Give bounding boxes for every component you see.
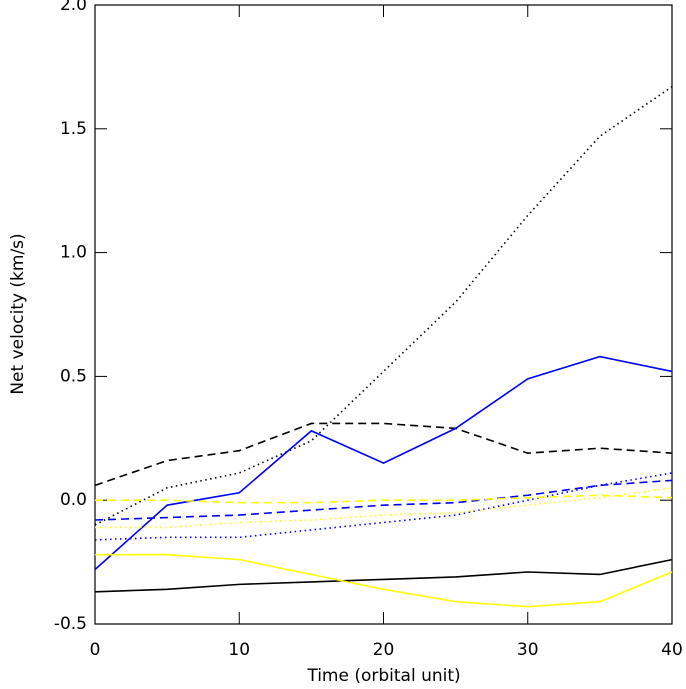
y-tick-label: 1.5: [60, 119, 87, 139]
x-axis-label: Time (orbital unit): [306, 666, 460, 686]
series-line: [94, 86, 673, 526]
series-line: [94, 355, 673, 571]
x-tick-label: 10: [228, 640, 250, 660]
y-tick-label: 1.0: [60, 243, 87, 263]
x-tick-label: 0: [90, 640, 101, 660]
series-line: [94, 479, 673, 521]
series-line: [95, 494, 673, 504]
series-line: [94, 472, 673, 541]
series-line: [95, 487, 673, 529]
series-line: [94, 558, 673, 593]
series-line: [94, 422, 673, 487]
y-tick-label: 2.0: [60, 0, 87, 15]
y-tick-label: 0.5: [60, 366, 87, 386]
y-tick-label: -0.5: [54, 614, 87, 634]
x-tick-label: 40: [661, 640, 683, 660]
y-tick-label: 0.0: [60, 490, 87, 510]
y-axis-label: Net velocity (km/s): [8, 233, 28, 394]
series-line: [95, 553, 673, 608]
plot-frame: [94, 4, 673, 625]
x-tick-label: 30: [517, 640, 539, 660]
x-tick-label: 20: [373, 640, 395, 660]
